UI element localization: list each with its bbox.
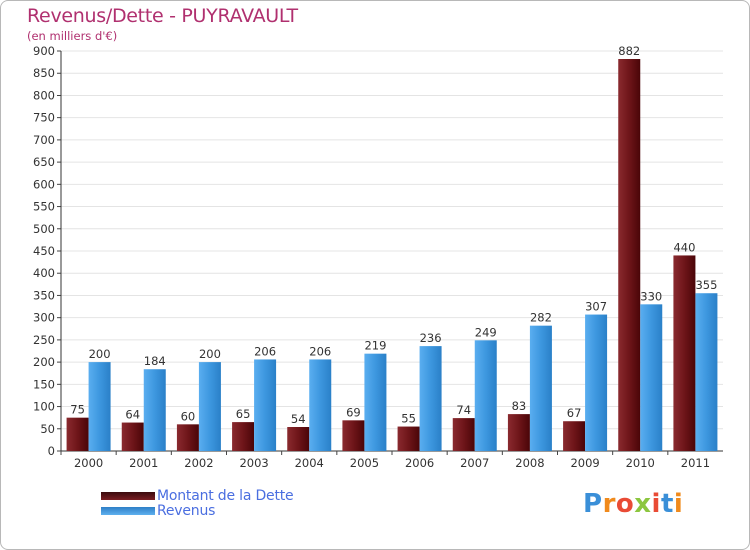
- bar-dette-2005: [342, 420, 365, 451]
- y-tick-label-400: 400: [33, 266, 55, 280]
- proxiti-logo: Proxiti: [583, 489, 683, 519]
- data-label-revenus-2000: 200: [89, 347, 111, 361]
- x-tick-label-2011: 2011: [681, 456, 710, 470]
- bar-dette-2001: [121, 422, 144, 451]
- y-tick-label-200: 200: [33, 355, 55, 369]
- legend-label-revenus: Revenus: [157, 502, 216, 519]
- data-label-revenus-2001: 184: [144, 354, 166, 368]
- y-tick-label-50: 50: [40, 422, 55, 436]
- chart-legend: Montant de la Dette Revenus: [101, 487, 294, 519]
- bar-dette-2004: [287, 427, 310, 451]
- y-tick-label-600: 600: [33, 177, 55, 191]
- logo-letter-3: x: [634, 489, 652, 519]
- data-label-dette-2007: 74: [456, 403, 471, 417]
- bar-revenus-2001: [143, 369, 166, 451]
- logo-letter-6: i: [673, 489, 684, 519]
- data-label-dette-2008: 83: [512, 399, 527, 413]
- y-tick-label-100: 100: [33, 400, 55, 414]
- x-tick-label-2006: 2006: [405, 456, 434, 470]
- y-tick-label-900: 900: [33, 44, 55, 58]
- data-label-dette-2006: 55: [401, 412, 416, 426]
- y-tick-label-750: 750: [33, 111, 55, 125]
- bar-revenus-2010: [640, 304, 663, 451]
- x-tick-label-2010: 2010: [626, 456, 655, 470]
- bar-dette-2002: [176, 424, 199, 451]
- legend-item-revenus: Revenus: [101, 502, 293, 519]
- x-tick-label-2009: 2009: [570, 456, 599, 470]
- bar-dette-2010: [618, 59, 641, 451]
- bar-dette-2011: [673, 255, 696, 451]
- data-label-revenus-2008: 282: [530, 311, 552, 325]
- data-label-dette-2005: 69: [346, 405, 361, 419]
- y-tick-label-700: 700: [33, 133, 55, 147]
- bar-revenus-2006: [419, 346, 442, 451]
- y-tick-label-650: 650: [33, 155, 55, 169]
- y-tick-label-450: 450: [33, 244, 55, 258]
- legend-label-dette: Montant de la Dette: [157, 487, 294, 504]
- logo-letter-5: t: [660, 489, 674, 519]
- data-label-dette-2004: 54: [291, 412, 306, 426]
- x-tick-label-2002: 2002: [184, 456, 213, 470]
- y-tick-label-150: 150: [33, 377, 55, 391]
- bar-revenus-2000: [88, 362, 111, 451]
- bar-revenus-2004: [309, 359, 332, 451]
- bar-dette-2006: [397, 426, 420, 451]
- x-tick-label-2003: 2003: [239, 456, 268, 470]
- bar-revenus-2005: [364, 353, 387, 451]
- data-label-dette-2003: 65: [236, 407, 251, 421]
- data-label-dette-2011: 440: [673, 240, 695, 254]
- logo-letter-0: P: [583, 489, 603, 519]
- data-label-dette-2000: 75: [70, 403, 85, 417]
- data-label-revenus-2006: 236: [420, 331, 442, 345]
- y-tick-label-250: 250: [33, 333, 55, 347]
- x-tick-label-2000: 2000: [74, 456, 103, 470]
- y-tick-label-800: 800: [33, 88, 55, 102]
- x-tick-label-2004: 2004: [295, 456, 324, 470]
- bar-dette-2009: [563, 421, 586, 451]
- logo-letter-1: r: [602, 489, 616, 519]
- legend-swatch-revenus: [101, 506, 155, 515]
- x-tick-label-2008: 2008: [515, 456, 544, 470]
- y-tick-label-350: 350: [33, 288, 55, 302]
- data-label-dette-2001: 64: [125, 408, 140, 422]
- x-tick-label-2005: 2005: [350, 456, 379, 470]
- data-label-revenus-2003: 206: [254, 344, 276, 358]
- logo-letter-2: o: [615, 489, 635, 519]
- x-tick-label-2007: 2007: [460, 456, 489, 470]
- y-tick-label-550: 550: [33, 200, 55, 214]
- chart-subtitle: (en milliers d'€): [27, 29, 118, 43]
- y-tick-label-500: 500: [33, 222, 55, 236]
- x-tick-label-2001: 2001: [129, 456, 158, 470]
- data-label-dette-2002: 60: [181, 409, 196, 423]
- data-label-revenus-2005: 219: [364, 339, 386, 353]
- data-label-revenus-2007: 249: [475, 325, 497, 339]
- bar-dette-2003: [232, 422, 255, 451]
- bar-revenus-2009: [585, 314, 608, 451]
- data-label-dette-2009: 67: [567, 406, 582, 420]
- legend-item-dette: Montant de la Dette: [101, 487, 294, 504]
- bar-revenus-2011: [695, 293, 718, 451]
- data-label-revenus-2010: 330: [640, 289, 662, 303]
- y-tick-label-0: 0: [48, 444, 55, 458]
- data-label-revenus-2002: 200: [199, 347, 221, 361]
- data-label-revenus-2004: 206: [309, 344, 331, 358]
- bar-revenus-2007: [474, 340, 497, 451]
- logo-letter-4: i: [651, 489, 661, 519]
- chart-title: Revenus/Dette - PUYRAVAULT: [27, 5, 298, 27]
- y-tick-label-300: 300: [33, 311, 55, 325]
- data-label-revenus-2011: 355: [695, 278, 717, 292]
- bar-revenus-2002: [198, 362, 221, 451]
- bar-revenus-2003: [254, 359, 277, 451]
- bar-revenus-2008: [529, 325, 552, 451]
- bar-dette-2007: [452, 418, 475, 451]
- data-label-revenus-2009: 307: [585, 300, 607, 314]
- bar-dette-2000: [66, 417, 89, 451]
- bar-dette-2008: [507, 414, 530, 451]
- legend-swatch-dette: [101, 491, 155, 500]
- y-tick-label-850: 850: [33, 66, 55, 80]
- data-label-dette-2010: 882: [618, 44, 640, 58]
